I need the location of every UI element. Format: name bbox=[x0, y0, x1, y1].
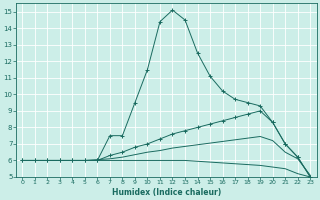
X-axis label: Humidex (Indice chaleur): Humidex (Indice chaleur) bbox=[112, 188, 221, 197]
